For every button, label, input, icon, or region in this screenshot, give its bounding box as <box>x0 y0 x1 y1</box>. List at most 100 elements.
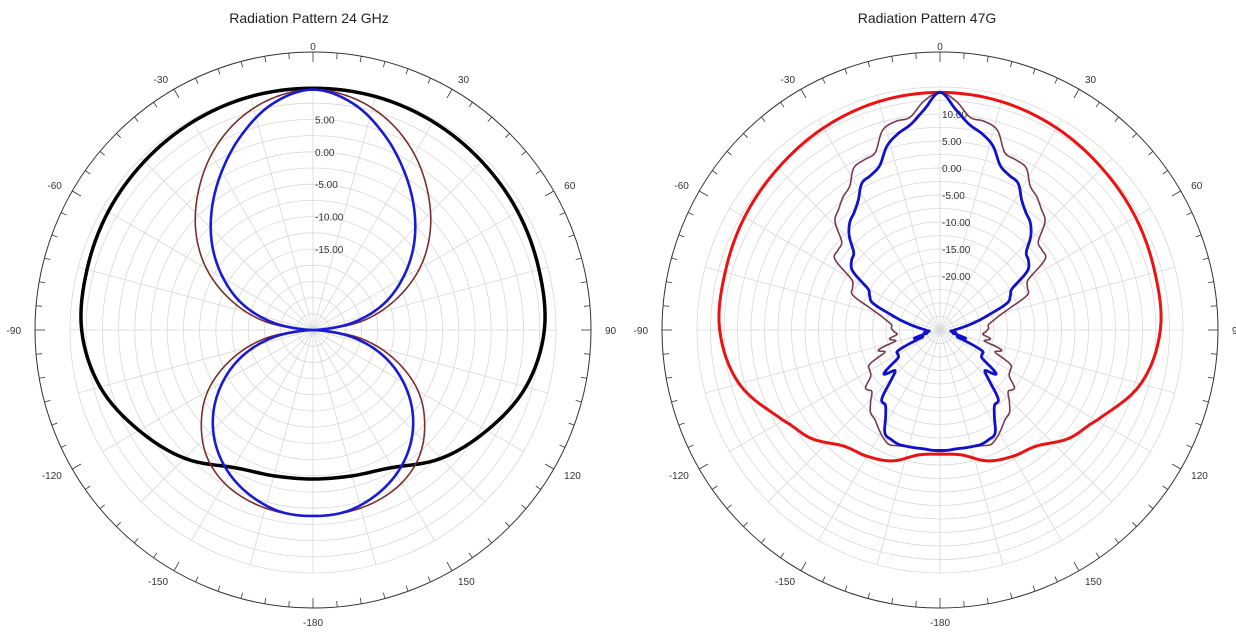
angle-tick <box>1207 281 1214 284</box>
chart-title: Radiation Pattern 24 GHz <box>229 10 389 26</box>
angle-tick <box>726 151 732 156</box>
angle-tick <box>568 234 575 238</box>
angle-tick <box>72 190 82 197</box>
angle-tick <box>666 281 673 284</box>
angle-tick-label: 30 <box>1085 75 1097 86</box>
chart-title: Radiation Pattern 47G <box>857 10 997 26</box>
angle-tick <box>583 353 590 355</box>
angular-gridline <box>818 119 941 331</box>
angle-tick <box>153 102 158 108</box>
angular-gridline <box>939 329 1175 394</box>
angle-tick-label: 30 <box>458 75 470 86</box>
radial-tick-label: 0.00 <box>315 148 335 159</box>
radial-tick-label: 5.00 <box>942 137 962 148</box>
angle-tick <box>1210 353 1217 355</box>
angle-tick <box>867 592 870 599</box>
angular-gridline <box>78 266 314 331</box>
angle-tick-label: -180 <box>303 618 323 629</box>
angular-gridline <box>312 157 486 331</box>
angle-tick <box>51 234 58 238</box>
angular-gridline <box>312 329 435 541</box>
angle-tick <box>468 552 473 558</box>
angular-gridline <box>140 329 314 503</box>
angle-tick <box>173 561 180 571</box>
chart-panel-24ghz: Radiation Pattern 24 GHz 0 30 60 90 120 150 -1… <box>7 10 617 629</box>
angle-tick <box>383 61 386 68</box>
angle-tick <box>1073 561 1080 571</box>
radial-tick-label: -15.00 <box>942 245 971 256</box>
angle-tick <box>1186 212 1193 216</box>
angle-tick <box>1032 68 1036 75</box>
angle-tick <box>468 102 473 108</box>
series-line-1 <box>79 86 547 481</box>
angle-tick <box>699 190 709 197</box>
angular-gridline <box>249 329 314 565</box>
angular-gridline <box>249 95 314 331</box>
angle-tick <box>44 257 51 260</box>
series-line-3 <box>209 88 417 518</box>
radial-tick-label: 5.00 <box>315 115 335 126</box>
angle-tick <box>1054 576 1058 583</box>
angle-tick <box>699 463 709 470</box>
angle-tick <box>1202 400 1209 403</box>
polar-chart-24ghz: 0 30 60 90 120 150 -180 -150 -120 -90 -60 -30 5.00 0.… <box>7 42 617 629</box>
angle-tick-label: 9 <box>1232 326 1236 337</box>
angle-tick <box>780 102 785 108</box>
angle-tick <box>427 576 431 583</box>
angle-tick <box>1054 77 1058 84</box>
angle-tick <box>505 133 510 138</box>
angular-gridline <box>876 95 941 331</box>
angle-tick <box>1114 116 1119 122</box>
angle-tick <box>678 234 685 238</box>
radial-tick-label: -20.00 <box>942 272 971 283</box>
angle-tick <box>822 77 826 84</box>
angle-tick <box>521 504 527 509</box>
angle-tick-label: -120 <box>42 471 62 482</box>
angle-tick-label: -120 <box>669 471 689 482</box>
angle-tick <box>1171 190 1181 197</box>
angle-tick <box>1202 257 1209 260</box>
angle-tick <box>39 281 46 284</box>
angle-tick <box>1195 234 1202 238</box>
angular-gridline <box>939 157 1113 331</box>
angle-tick-label: 120 <box>564 471 581 482</box>
angle-tick-label: -30 <box>154 75 169 86</box>
angle-tick <box>1207 376 1214 379</box>
angle-tick <box>359 597 362 604</box>
radial-tick-label: -5.00 <box>315 180 338 191</box>
angular-gridline <box>312 329 377 565</box>
angle-tick-label: -30 <box>781 75 796 86</box>
angle-tick <box>72 463 82 470</box>
angle-tick <box>288 600 290 607</box>
angular-gridline <box>939 329 1151 452</box>
angle-tick <box>712 170 718 175</box>
angle-tick <box>671 257 678 260</box>
angle-tick <box>535 485 541 490</box>
angle-tick <box>405 585 409 592</box>
angle-tick <box>1132 522 1137 527</box>
angle-tick-label: -60 <box>47 181 62 192</box>
angle-tick <box>217 68 221 75</box>
angular-gridline <box>312 266 548 331</box>
angle-tick <box>583 305 590 307</box>
angle-tick <box>743 133 748 138</box>
angular-gridline <box>939 119 1062 331</box>
angle-tick-label: -180 <box>930 618 950 629</box>
angle-tick <box>712 485 718 490</box>
angular-gridline <box>312 95 377 331</box>
angle-tick <box>535 170 541 175</box>
angle-tick <box>264 597 267 604</box>
angle-tick <box>575 400 582 403</box>
angle-tick <box>446 89 453 99</box>
radial-tick-label: -10.00 <box>315 213 344 224</box>
angular-gridline <box>729 208 941 331</box>
angle-tick <box>1010 592 1013 599</box>
angle-tick <box>405 68 409 75</box>
angle-tick-label: 120 <box>1191 471 1208 482</box>
angular-gridline <box>312 208 524 331</box>
radial-tick-label: -15.00 <box>315 245 344 256</box>
angular-gridline <box>939 266 1175 331</box>
angle-tick <box>85 485 91 490</box>
angular-gridline <box>705 266 941 331</box>
angle-tick <box>217 585 221 592</box>
